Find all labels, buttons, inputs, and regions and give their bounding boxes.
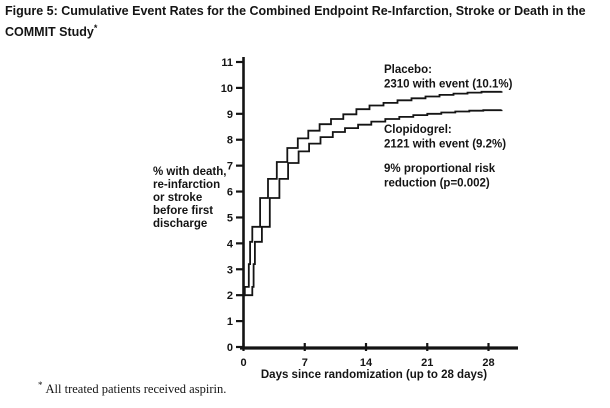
annotation-clopidogrel-line: Clopidogrel: bbox=[384, 124, 452, 136]
x-tick-label: 21 bbox=[421, 357, 433, 369]
y-tick-label: 10 bbox=[221, 83, 233, 95]
y-axis-label-line: re-infarction bbox=[153, 179, 220, 191]
clopidogrel-curve bbox=[243, 109, 503, 297]
y-axis-label-line: or stroke bbox=[153, 192, 202, 204]
y-axis-label-line: % with death, bbox=[153, 166, 226, 178]
footnote: * All treated patients received aspirin. bbox=[38, 380, 226, 397]
x-axis-label: Days since randomization (up to 28 days) bbox=[261, 369, 487, 381]
footnote-asterisk: * bbox=[38, 380, 43, 390]
x-tick-label: 0 bbox=[240, 357, 246, 369]
y-tick-label: 5 bbox=[227, 212, 233, 224]
x-tick-label: 28 bbox=[482, 357, 494, 369]
y-tick-label: 7 bbox=[227, 161, 233, 173]
y-tick-label: 11 bbox=[221, 57, 233, 69]
annotation-placebo-line: Placebo: bbox=[384, 64, 432, 76]
y-tick-label: 1 bbox=[227, 316, 233, 328]
figure-title: Figure 5: Cumulative Event Rates for the… bbox=[5, 3, 605, 41]
figure-title-text: Figure 5: Cumulative Event Rates for the… bbox=[5, 4, 586, 40]
annotation-clopidogrel-line: 2121 with event (9.2%) bbox=[384, 139, 506, 151]
y-tick-label: 6 bbox=[227, 187, 233, 199]
y-tick-label: 3 bbox=[227, 264, 233, 276]
placebo-curve bbox=[243, 90, 503, 297]
annotation-risk-reduction-line: reduction (p=0.002) bbox=[384, 178, 490, 190]
x-tick-label: 14 bbox=[360, 357, 373, 369]
y-tick-label: 4 bbox=[227, 238, 234, 250]
footnote-text: All treated patients received aspirin. bbox=[45, 382, 227, 397]
y-tick-label: 0 bbox=[227, 342, 233, 354]
annotation-risk-reduction-line: 9% proportional risk bbox=[384, 163, 496, 175]
figure-title-asterisk: * bbox=[93, 23, 98, 33]
y-axis-label-line: before first bbox=[153, 205, 213, 217]
y-axis-label-line: discharge bbox=[153, 218, 207, 230]
x-tick-label: 7 bbox=[302, 357, 308, 369]
y-tick-label: 8 bbox=[227, 135, 233, 147]
y-tick-label: 9 bbox=[227, 109, 233, 121]
annotation-placebo-line: 2310 with event (10.1%) bbox=[384, 79, 513, 91]
y-tick-label: 2 bbox=[227, 290, 233, 302]
